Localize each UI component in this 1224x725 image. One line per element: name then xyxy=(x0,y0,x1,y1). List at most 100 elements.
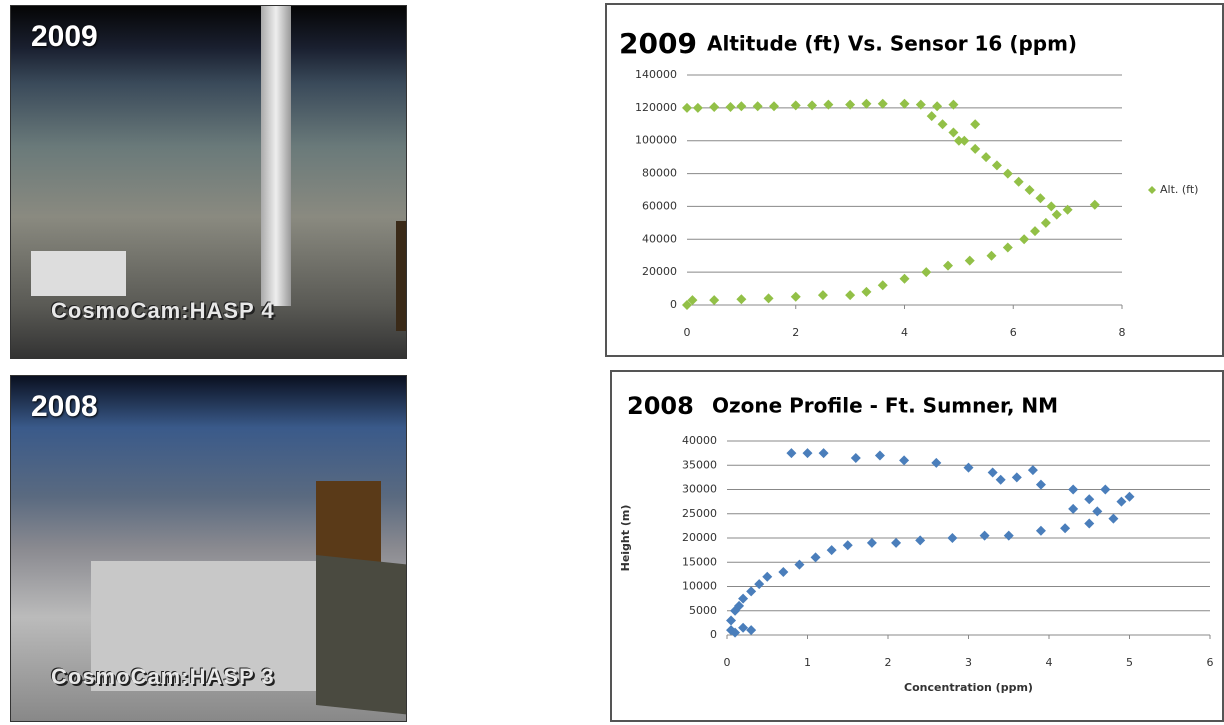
point xyxy=(738,593,749,604)
point xyxy=(802,448,813,459)
point xyxy=(1124,491,1135,502)
point xyxy=(778,566,789,577)
x-tick-label: 0 xyxy=(684,326,691,339)
x-tick-label: 2 xyxy=(885,656,892,669)
x-tick-label: 2 xyxy=(792,326,799,339)
point xyxy=(970,143,981,154)
chart: 2008 Ozone Profile - Ft. Sumner, NM 0 5000 1… xyxy=(619,392,1214,694)
point xyxy=(786,448,797,459)
point xyxy=(790,291,801,302)
chart-label: 2009 xyxy=(619,27,697,60)
point xyxy=(866,537,877,548)
point xyxy=(762,571,773,582)
point xyxy=(736,101,747,112)
x-tick-label: 5 xyxy=(1126,656,1133,669)
point xyxy=(943,260,953,271)
point xyxy=(682,300,692,310)
boom xyxy=(261,6,291,306)
point xyxy=(850,452,861,463)
x-tick-label: 4 xyxy=(901,326,908,339)
point xyxy=(736,294,747,305)
point xyxy=(818,448,829,459)
point xyxy=(1089,199,1100,210)
point xyxy=(948,127,959,138)
point xyxy=(1116,496,1127,507)
point xyxy=(1019,234,1030,245)
point xyxy=(861,98,872,109)
point xyxy=(877,98,888,109)
point xyxy=(746,625,757,636)
point xyxy=(931,457,942,468)
point xyxy=(1108,513,1119,524)
point xyxy=(1084,518,1095,529)
y-tick-label: 80000 xyxy=(642,167,677,180)
point xyxy=(899,455,910,466)
point xyxy=(959,135,970,146)
point xyxy=(1011,472,1022,483)
photo-year: 2008 xyxy=(31,390,98,423)
x-tick-label: 4 xyxy=(1046,656,1053,669)
point xyxy=(726,615,737,626)
point xyxy=(794,559,805,570)
chart-label: 2008 xyxy=(627,392,694,420)
y-tick-label: 20000 xyxy=(642,265,677,278)
point xyxy=(981,152,992,163)
x-axis-title: Concentration (ppm) xyxy=(904,681,1033,694)
point xyxy=(948,99,959,110)
x-tick-label: 3 xyxy=(965,656,972,669)
x-tick-label: 8 xyxy=(1119,326,1126,339)
point xyxy=(826,545,837,556)
photo-caption: CosmoCam:HASP 3 xyxy=(51,664,275,689)
point xyxy=(1084,494,1095,505)
x-tick-label: 1 xyxy=(804,656,811,669)
point xyxy=(754,579,765,590)
point xyxy=(937,119,948,130)
point xyxy=(1100,484,1111,495)
point xyxy=(734,600,745,611)
point xyxy=(1030,226,1040,237)
point xyxy=(1013,176,1024,187)
point xyxy=(1035,525,1046,536)
point xyxy=(963,462,974,473)
point xyxy=(979,530,990,541)
y-tick-label: 35000 xyxy=(682,458,717,471)
point xyxy=(995,474,1006,485)
legend-label: Alt. (ft) xyxy=(1160,183,1198,196)
point xyxy=(932,101,943,112)
point xyxy=(1068,484,1079,495)
point xyxy=(687,295,698,306)
point xyxy=(726,625,737,636)
point xyxy=(1027,465,1038,476)
y-tick-label: 20000 xyxy=(682,531,717,544)
photo-caption: CosmoCam:HASP 4 xyxy=(51,298,275,323)
box xyxy=(31,251,126,296)
y-tick-label: 5000 xyxy=(689,604,717,617)
x-tick-label: 6 xyxy=(1207,656,1214,669)
y-tick-label: 120000 xyxy=(635,101,677,114)
point xyxy=(1046,201,1057,212)
photo-year: 2009 xyxy=(31,20,98,53)
point xyxy=(1060,523,1071,534)
y-tick-label: 60000 xyxy=(642,199,677,212)
chart: 2009 Altitude (ft) Vs. Sensor 16 (ppm)020… xyxy=(619,27,1198,339)
y-tick-label: 0 xyxy=(670,298,677,311)
point xyxy=(926,111,937,122)
point xyxy=(899,98,910,109)
point xyxy=(692,102,703,113)
point xyxy=(682,102,692,113)
chart-panel: 2009 Altitude (ft) Vs. Sensor 16 (ppm) 0 20… xyxy=(605,3,1224,357)
point xyxy=(738,622,749,633)
y-tick-label: 140000 xyxy=(635,68,677,81)
y-tick-label: 15000 xyxy=(682,555,717,568)
x-tick-label: 6 xyxy=(1010,326,1017,339)
point xyxy=(725,102,736,113)
point xyxy=(1040,217,1051,228)
point xyxy=(752,101,763,112)
x-tick-label: 0 xyxy=(724,656,731,669)
y-tick-label: 100000 xyxy=(635,134,677,147)
y-tick-label: 25000 xyxy=(682,507,717,520)
point xyxy=(986,250,997,261)
point xyxy=(915,99,926,110)
point xyxy=(1002,242,1013,253)
